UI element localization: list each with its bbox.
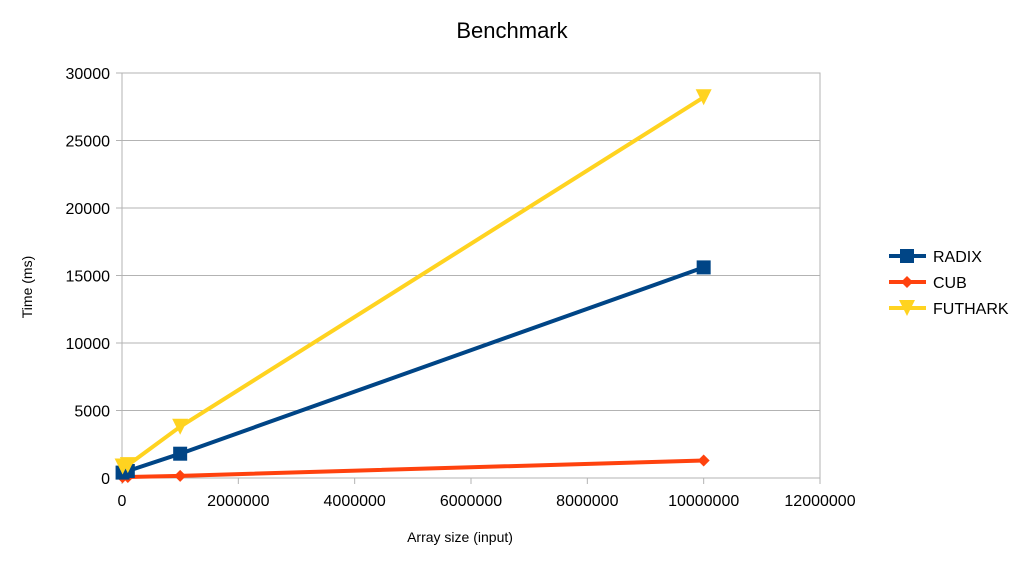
legend-marker-radix [900, 249, 914, 263]
y-tick-label: 5000 [74, 404, 110, 421]
legend-label-radix: RADIX [933, 249, 982, 266]
x-tick-label: 12000000 [784, 493, 855, 510]
x-tick-label: 2000000 [207, 493, 269, 510]
series-futhark [114, 89, 712, 475]
legend-item-cub: CUB [889, 275, 967, 292]
data-point-futhark [695, 89, 712, 106]
series-line-radix [120, 265, 706, 475]
gridlines [116, 72, 820, 479]
series-layer [114, 89, 712, 484]
legend-label-cub: CUB [933, 275, 967, 292]
legend-marker-futhark [899, 300, 915, 316]
x-tick-label: 4000000 [324, 493, 386, 510]
y-tick-label: 20000 [66, 201, 111, 218]
data-point-radix [696, 260, 711, 275]
series-radix [115, 260, 711, 480]
y-tick-label: 15000 [66, 269, 111, 286]
x-tick-label: 0 [118, 493, 127, 510]
data-point-cub [174, 469, 187, 482]
x-axis-ticks: 0 2000000 4000000 6000000 8000000 10000000 120… [118, 478, 856, 510]
y-tick-label: 10000 [66, 336, 111, 353]
y-axis-ticks: 0 5000 10000 15000 20000 25000 30000 [66, 66, 111, 488]
x-tick-label: 10000000 [668, 493, 739, 510]
legend-item-radix: RADIX [889, 249, 982, 266]
series-line-futhark [120, 95, 706, 469]
data-point-cub [697, 454, 710, 467]
series-cub [116, 454, 710, 484]
x-tick-label: 8000000 [556, 493, 618, 510]
data-point-radix [173, 446, 188, 461]
y-tick-label: 30000 [66, 66, 111, 83]
x-tick-label: 6000000 [440, 493, 502, 510]
data-point-futhark [172, 418, 189, 435]
legend: RADIX CUB FUTHARK [889, 249, 1009, 318]
chart-title: Benchmark [456, 18, 568, 43]
y-axis-title: Time (ms) [19, 256, 35, 318]
x-axis-title: Array size (input) [407, 529, 513, 545]
y-tick-label: 0 [101, 471, 110, 488]
legend-label-futhark: FUTHARK [933, 301, 1009, 318]
legend-item-futhark: FUTHARK [889, 300, 1009, 318]
series-line-cub [120, 458, 706, 480]
y-tick-label: 25000 [66, 134, 111, 151]
legend-marker-cub [901, 276, 913, 288]
data-point-futhark [119, 457, 136, 474]
